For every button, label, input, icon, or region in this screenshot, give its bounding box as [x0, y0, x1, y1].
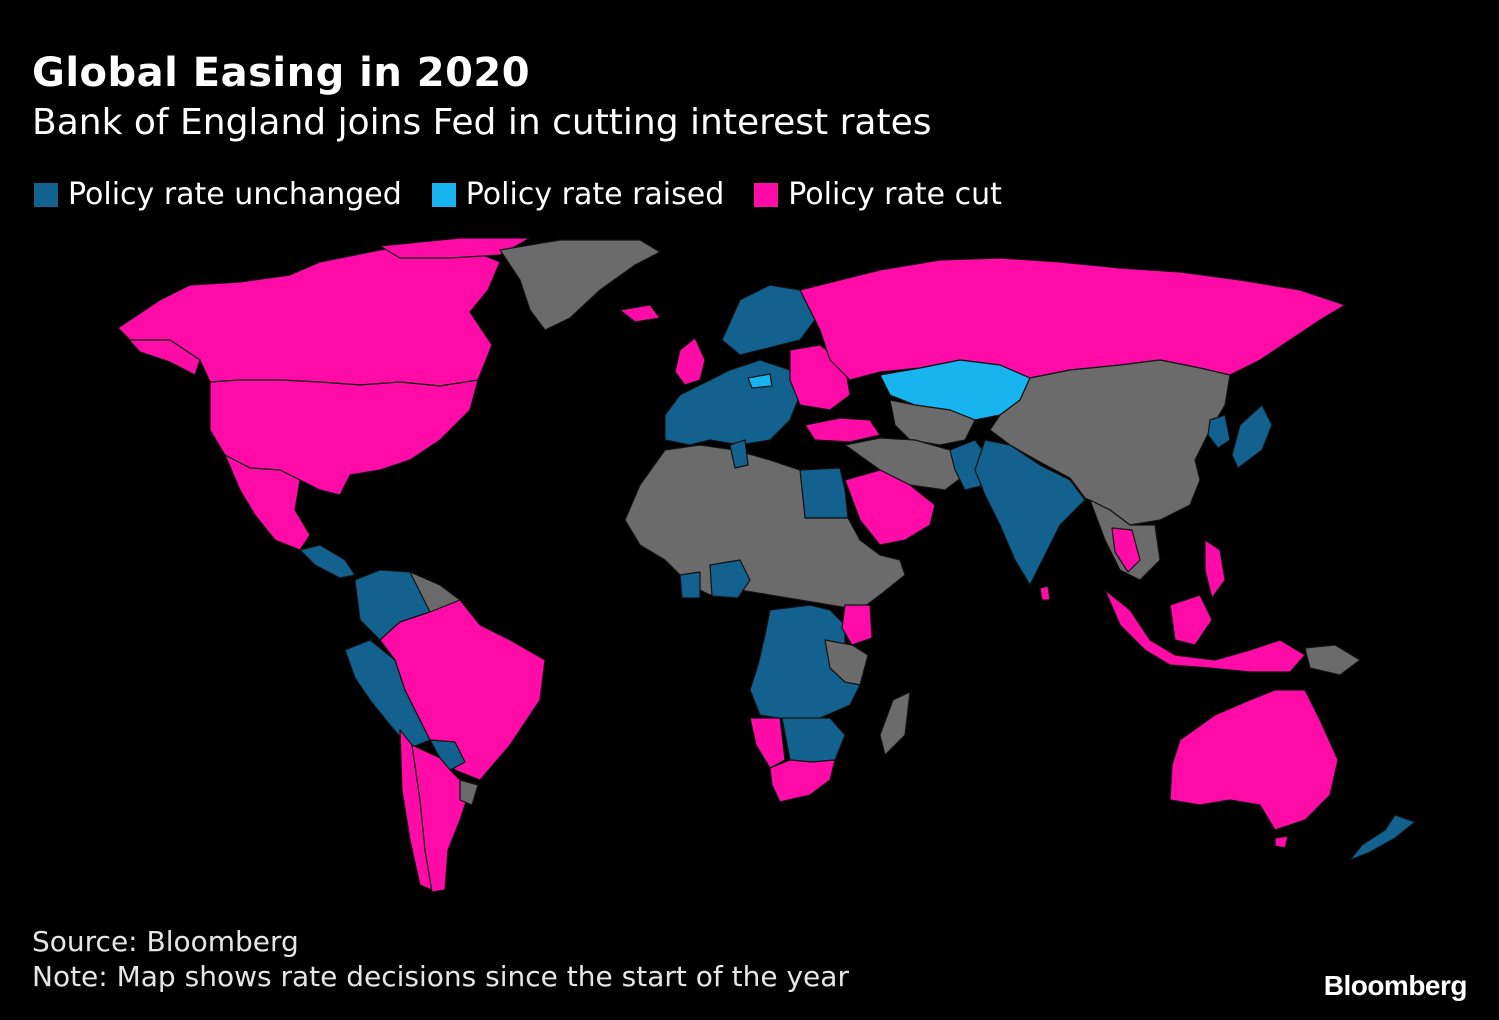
note-text: Note: Map shows rate decisions since the…	[32, 960, 849, 993]
legend-swatch-cut	[754, 182, 779, 207]
region-scandinavia	[721, 284, 816, 356]
legend-item-unchanged: Policy rate unchanged	[34, 177, 402, 212]
region-new-zealand	[1349, 814, 1416, 861]
region-iceland	[619, 304, 661, 323]
legend-label-cut: Policy rate cut	[788, 177, 1002, 212]
region-thailand	[1111, 527, 1141, 573]
region-argentina	[411, 744, 471, 893]
chart-subtitle: Bank of England joins Fed in cutting int…	[32, 102, 932, 143]
legend-swatch-unchanged	[34, 182, 58, 207]
legend-item-cut: Policy rate cut	[754, 177, 1002, 212]
region-uk	[674, 337, 706, 386]
region-central-asia	[889, 399, 976, 446]
region-paraguay	[429, 739, 466, 771]
region-mexico	[224, 454, 311, 551]
region-japan	[1231, 404, 1273, 469]
region-alaska	[117, 327, 201, 376]
source-text: Source: Bloomberg	[32, 925, 299, 958]
region-south-africa	[769, 759, 836, 803]
region-uruguay	[459, 779, 479, 806]
region-central-america	[299, 544, 356, 579]
region-korea	[1207, 414, 1231, 449]
region-new-guinea	[1304, 644, 1361, 676]
region-czechia	[747, 373, 773, 389]
region-borneo	[1169, 594, 1213, 646]
chart-title: Global Easing in 2020	[32, 50, 531, 96]
region-malaysia-indonesia	[1104, 589, 1306, 673]
legend: Policy rate unchanged Policy rate raised…	[34, 177, 1002, 212]
region-saudi-arabia	[844, 469, 936, 546]
region-north-africa	[624, 444, 906, 611]
region-madagascar	[879, 691, 911, 756]
region-namibia-angola	[749, 717, 786, 769]
region-brazil	[379, 599, 546, 781]
region-kenya	[841, 604, 873, 646]
region-egypt	[799, 467, 849, 519]
region-nigeria	[709, 559, 751, 599]
region-sri-lanka	[1039, 585, 1051, 601]
region-morocco-tunisia	[729, 439, 749, 469]
region-central-africa	[749, 604, 861, 721]
legend-item-raised: Policy rate raised	[431, 177, 725, 212]
region-india	[974, 439, 1086, 586]
region-west-africa-a	[679, 571, 701, 599]
region-australia	[1169, 689, 1339, 831]
legend-label-unchanged: Policy rate unchanged	[68, 177, 402, 212]
region-greenland	[499, 239, 661, 331]
region-botswana-zimbabwe	[781, 717, 846, 763]
region-canada-islands	[379, 237, 531, 259]
legend-swatch-raised	[431, 182, 456, 207]
region-philippines	[1204, 539, 1226, 599]
region-tasmania	[1274, 835, 1289, 849]
region-russia	[799, 257, 1346, 381]
region-china	[989, 359, 1231, 526]
bloomberg-logo: Bloomberg	[1323, 970, 1468, 1001]
region-turkey	[804, 417, 881, 443]
region-east-africa	[824, 639, 869, 686]
legend-label-raised: Policy rate raised	[465, 177, 725, 212]
world-map	[117, 237, 1416, 893]
